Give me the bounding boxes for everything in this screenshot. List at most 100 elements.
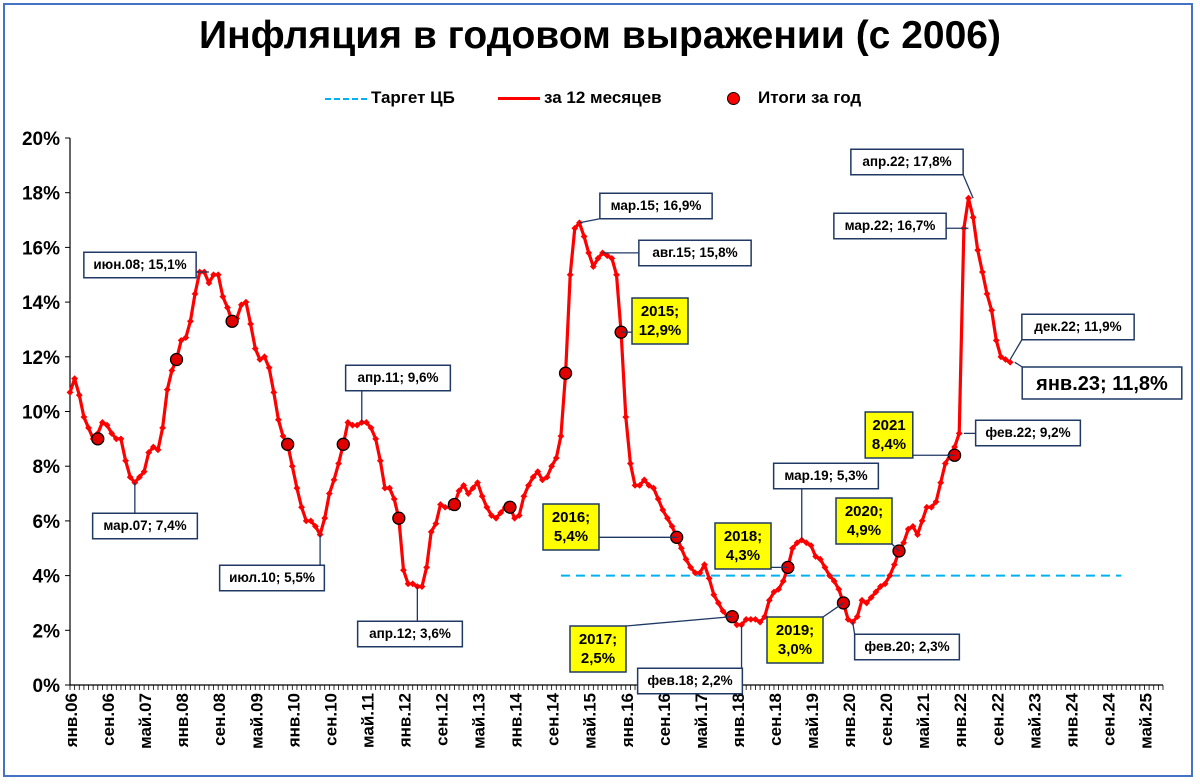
- callout-box: [714, 522, 772, 570]
- data-point-marker: [793, 539, 801, 547]
- data-point-marker: [427, 528, 435, 536]
- x-tick-label: май.21: [914, 693, 933, 749]
- data-point-marker: [826, 572, 833, 579]
- data-point-marker: [441, 503, 449, 511]
- year-result-dot: [447, 497, 462, 512]
- data-point-marker: [543, 473, 551, 481]
- data-point-marker: [835, 585, 843, 593]
- data-point-marker: [659, 506, 667, 514]
- data-point-marker: [682, 555, 690, 563]
- data-point-marker: [353, 421, 361, 429]
- data-point-marker: [622, 413, 630, 421]
- callout-label: 2016;: [552, 509, 590, 526]
- data-point-marker: [798, 536, 806, 544]
- data-point-marker: [978, 268, 986, 276]
- callout-label: июл.10; 5,5%: [229, 570, 315, 585]
- callout-box: [850, 148, 964, 176]
- x-tick-label: янв.22: [951, 693, 970, 748]
- data-point-marker: [307, 517, 315, 525]
- data-point-marker: [668, 522, 676, 530]
- x-tick-label: янв.18: [729, 693, 748, 748]
- data-point-marker: [432, 520, 440, 528]
- callout-box: [83, 251, 197, 279]
- callout-leader-line: [625, 615, 733, 627]
- data-point-marker: [335, 460, 343, 467]
- legend-swatch-line: [498, 97, 540, 101]
- data-point-marker: [988, 306, 996, 314]
- x-tick-label: янв.20: [840, 693, 859, 748]
- callout-box: [1021, 366, 1183, 400]
- data-point-marker: [112, 435, 120, 443]
- data-point-marker: [733, 621, 741, 629]
- data-point-marker: [363, 419, 370, 426]
- data-point-marker: [664, 514, 671, 522]
- callout-box: [356, 620, 464, 648]
- callout-label: мар.19; 5,3%: [784, 468, 867, 483]
- data-point-marker: [705, 574, 713, 582]
- data-point-marker: [140, 468, 148, 476]
- data-point-marker: [585, 249, 593, 257]
- callout-label: апр.22; 17,8%: [862, 154, 951, 169]
- data-point-marker: [154, 446, 162, 454]
- callout-box: [1021, 313, 1135, 341]
- data-point-marker: [589, 263, 597, 270]
- data-point-marker: [696, 569, 704, 577]
- data-point-marker: [187, 317, 194, 325]
- y-tick-label: 4%: [33, 567, 61, 588]
- callout-label: 4,9%: [847, 522, 881, 539]
- data-point-marker: [640, 476, 648, 484]
- y-tick-label: 20%: [22, 129, 60, 150]
- data-point-marker: [557, 432, 565, 440]
- callout-label: 3,0%: [778, 641, 812, 658]
- y-tick-label: 10%: [22, 403, 60, 424]
- data-point-marker: [99, 419, 106, 426]
- data-point-marker: [594, 254, 602, 262]
- year-result-dot: [503, 500, 517, 514]
- data-point-marker: [497, 509, 505, 517]
- callout-leader-line: [1014, 361, 1023, 368]
- data-point-marker: [997, 353, 1005, 361]
- callout-box: [766, 616, 824, 664]
- callout-box: [91, 512, 199, 540]
- data-point-marker: [288, 462, 296, 470]
- data-point-marker: [747, 615, 755, 623]
- data-point-marker: [103, 421, 111, 429]
- data-point-marker: [941, 460, 949, 467]
- data-point-marker: [867, 594, 875, 601]
- callout-label: июн.08; 15,1%: [93, 257, 186, 272]
- x-tick-label: май.17: [692, 693, 711, 749]
- data-point-marker: [890, 561, 898, 569]
- data-point-marker: [765, 596, 773, 604]
- data-point-marker: [812, 553, 820, 560]
- data-point-marker: [261, 353, 268, 361]
- data-point-marker: [418, 583, 426, 590]
- data-point-marker: [316, 531, 324, 538]
- data-point-marker: [877, 583, 884, 590]
- callout-box: [599, 192, 713, 220]
- x-tick-label: сен.08: [210, 693, 229, 746]
- data-point-marker: [349, 421, 356, 429]
- x-tick-label: янв.12: [395, 693, 414, 748]
- y-tick-label: 18%: [22, 184, 60, 205]
- data-point-marker: [80, 413, 88, 421]
- data-point-marker: [136, 473, 143, 481]
- data-point-marker: [275, 416, 282, 424]
- data-point-marker: [293, 484, 301, 492]
- data-point-marker: [552, 454, 560, 462]
- data-point-marker: [492, 514, 500, 522]
- legend-label-12-months: за 12 месяцев: [544, 88, 662, 107]
- data-point-marker: [478, 492, 486, 500]
- data-point-marker: [237, 301, 245, 309]
- callout-label: 4,3%: [726, 547, 760, 564]
- data-point-marker: [108, 429, 116, 437]
- data-point-marker: [367, 424, 375, 432]
- data-point-marker: [844, 615, 852, 623]
- data-point-marker: [830, 577, 838, 585]
- data-point-marker: [529, 473, 537, 481]
- x-tick-label: май.07: [136, 693, 155, 749]
- callout-box: [835, 497, 893, 545]
- x-tick-label: май.09: [247, 693, 266, 749]
- data-point-marker: [580, 233, 588, 240]
- data-point-marker: [515, 512, 523, 519]
- callout-box: [974, 419, 1082, 447]
